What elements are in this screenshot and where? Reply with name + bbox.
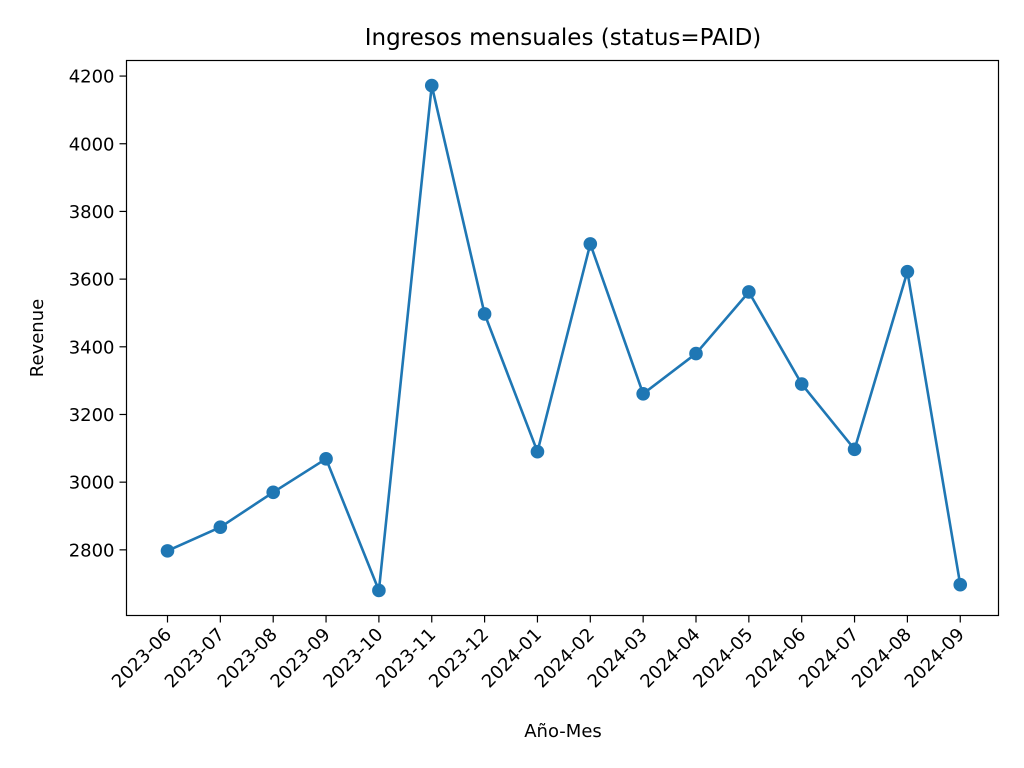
x-axis-ticks: 2023-062023-072023-082023-092023-102023-… xyxy=(108,615,969,692)
data-point xyxy=(477,307,492,321)
data-point xyxy=(636,387,650,401)
y-axis-ticks: 2800 3000 3200 3400 3600 3800 4000 4200 xyxy=(69,67,127,561)
data-point xyxy=(319,452,333,466)
chart-title: Ingresos mensuales (status=PAID) xyxy=(365,25,762,51)
x-axis-label: Año-Mes xyxy=(524,721,602,742)
plot-frame xyxy=(125,59,1000,617)
data-point xyxy=(847,442,862,457)
series-layer xyxy=(160,78,968,598)
data-point xyxy=(530,444,545,459)
data-point xyxy=(213,520,228,534)
y-tick-label: 3200 xyxy=(69,405,115,426)
data-point xyxy=(266,485,281,500)
data-point xyxy=(372,583,386,598)
series-line xyxy=(166,84,962,592)
y-tick-label: 3800 xyxy=(69,202,115,223)
data-point xyxy=(794,377,809,391)
y-axis-label: Revenue xyxy=(27,299,48,377)
data-point xyxy=(689,346,703,361)
data-point xyxy=(953,577,968,592)
plot-area xyxy=(126,60,999,616)
y-tick-label: 4200 xyxy=(69,67,115,88)
y-tick-label: 2800 xyxy=(69,540,115,561)
y-tick-label: 3400 xyxy=(69,337,115,358)
data-point xyxy=(900,264,915,279)
y-tick-label: 4000 xyxy=(69,134,115,155)
data-point xyxy=(583,237,598,251)
y-tick-label: 3600 xyxy=(69,270,115,291)
y-tick-label: 3000 xyxy=(69,473,115,494)
data-point xyxy=(160,544,175,558)
data-point xyxy=(424,78,439,93)
data-point xyxy=(742,285,756,299)
